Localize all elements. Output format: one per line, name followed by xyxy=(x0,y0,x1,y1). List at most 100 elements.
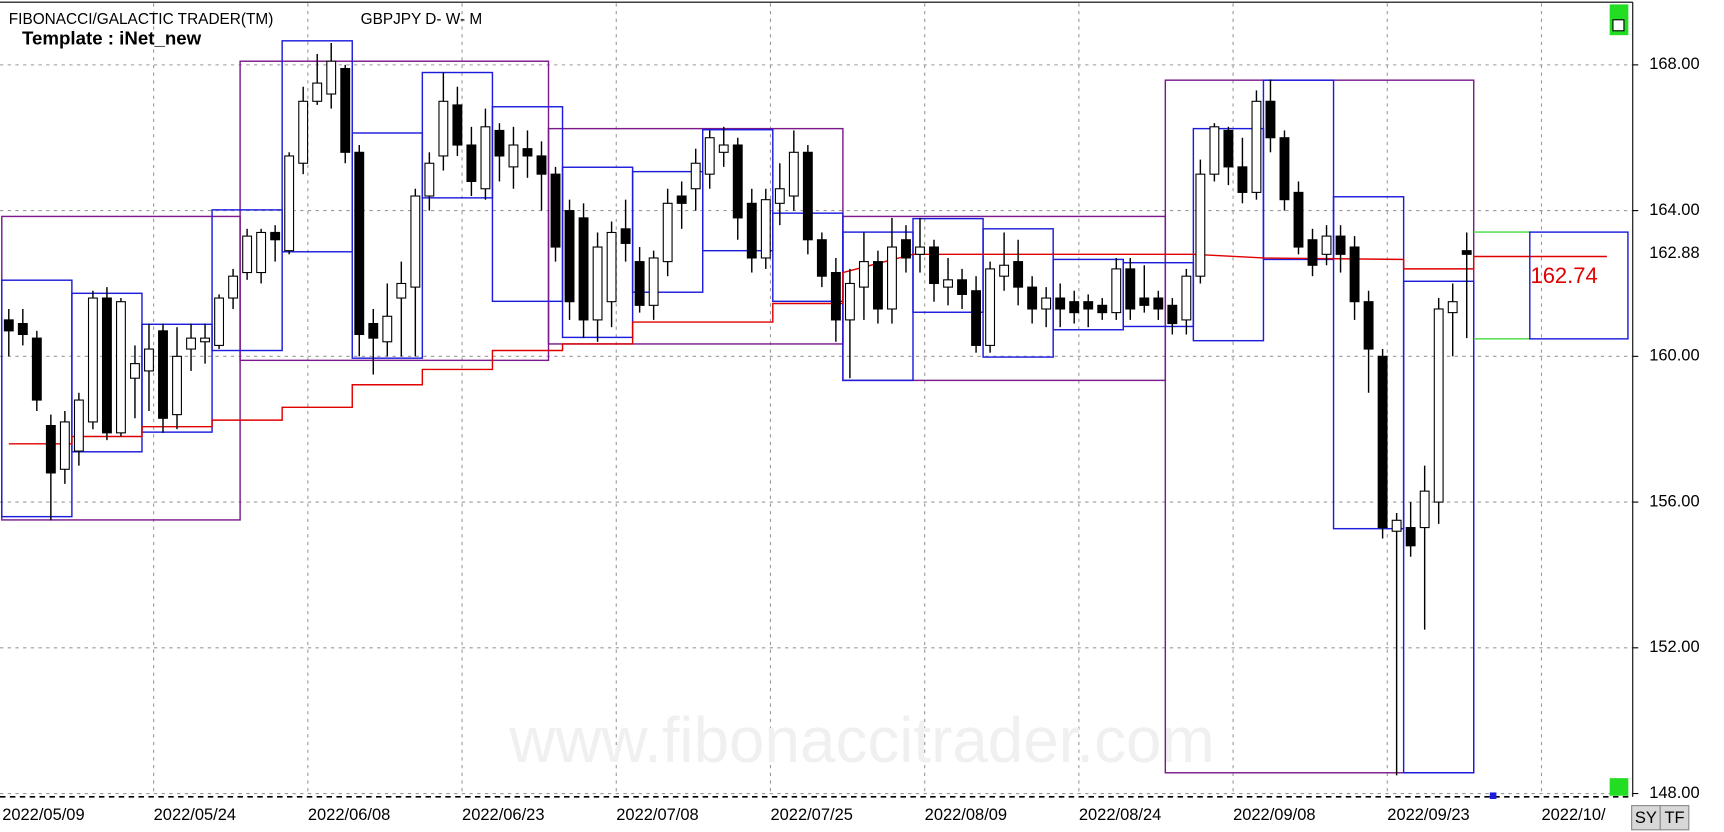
y-tick-label: 152.00 xyxy=(1649,638,1699,656)
corner-icon xyxy=(1612,19,1625,32)
y-tick-label: 164.00 xyxy=(1649,201,1699,219)
marks: 162.74 xyxy=(1,40,1629,776)
candle-body xyxy=(732,144,743,219)
tf-button[interactable] xyxy=(1659,805,1690,831)
candle-body xyxy=(1237,166,1248,193)
candle-body xyxy=(1433,308,1444,503)
candle-body xyxy=(466,144,477,183)
last-price-label: 162.88 xyxy=(1649,244,1699,262)
x-tick-label: 2022/07/08 xyxy=(616,806,698,824)
weekly-range xyxy=(701,129,774,252)
x-tick-label: 2022/06/08 xyxy=(308,806,390,824)
x-tick-label: 2022/05/24 xyxy=(154,806,236,824)
candle-body xyxy=(172,355,182,416)
candle-body xyxy=(438,100,449,157)
candle-body xyxy=(802,151,813,241)
candle-body xyxy=(1405,527,1416,547)
sy-button[interactable] xyxy=(1631,805,1661,831)
tf-button-label[interactable]: TF xyxy=(1664,809,1684,827)
candle-body xyxy=(31,337,42,401)
candle-body xyxy=(1461,250,1472,255)
x-tick-label: 2022/09/23 xyxy=(1387,806,1469,824)
candle-body xyxy=(1153,297,1164,310)
candle-body xyxy=(1125,268,1136,310)
candle-body xyxy=(844,282,855,321)
candle-body xyxy=(115,301,126,434)
candle-body xyxy=(985,268,996,346)
candle-body xyxy=(298,100,309,164)
candle-body xyxy=(1391,519,1402,532)
candle-body xyxy=(312,82,323,102)
candle-body xyxy=(396,282,407,299)
candle-body xyxy=(326,60,337,95)
y-tick-label: 156.00 xyxy=(1649,492,1699,510)
candle-body xyxy=(1223,129,1234,168)
candle-body xyxy=(228,275,239,299)
candle-body xyxy=(872,261,883,310)
candle-body xyxy=(943,279,953,288)
candle-body xyxy=(1335,235,1346,255)
candle-body xyxy=(718,144,729,153)
candle-body xyxy=(774,188,785,204)
candle-body xyxy=(130,363,140,379)
candle-body xyxy=(915,246,925,255)
candle-body xyxy=(830,271,841,321)
candle-body xyxy=(186,337,196,350)
candle-body xyxy=(1419,490,1430,529)
candle-body xyxy=(59,421,70,470)
candle-body xyxy=(452,104,463,146)
candle-body xyxy=(1321,235,1332,255)
y-tick-label: 168.00 xyxy=(1649,55,1699,73)
candle-body xyxy=(368,323,379,339)
candle-body xyxy=(662,202,673,263)
candle-body xyxy=(858,261,869,288)
x-tick-label: 2022/10/ xyxy=(1541,806,1606,824)
candle-body xyxy=(1377,355,1388,529)
candle-body xyxy=(284,155,295,252)
candle-body xyxy=(690,162,701,190)
time-marker xyxy=(1489,792,1497,800)
candle-body xyxy=(999,264,1010,277)
candle-body xyxy=(606,231,617,303)
candle-body xyxy=(1195,173,1206,277)
grid xyxy=(0,3,1633,796)
candle-body xyxy=(270,231,281,241)
watermark: www.fibonaccitrader.com xyxy=(508,704,1214,776)
candle-body xyxy=(101,297,112,434)
sy-button-label[interactable]: SY xyxy=(1635,809,1657,827)
template-label: Template : iNet_new xyxy=(22,28,202,49)
candle-body xyxy=(144,348,154,372)
y-tick-label: 160.00 xyxy=(1649,347,1699,365)
candle-body xyxy=(1279,137,1290,201)
candle-body xyxy=(676,195,687,204)
corner-marker xyxy=(1609,778,1629,796)
candle-body xyxy=(971,290,982,346)
candle-body xyxy=(1111,268,1122,314)
candle-body xyxy=(957,279,968,295)
candle-body xyxy=(788,151,799,197)
x-tick-label: 2022/07/25 xyxy=(770,806,852,824)
candle-body xyxy=(1265,100,1276,139)
weekly-range xyxy=(211,209,283,352)
projection-box xyxy=(1529,231,1629,340)
candle-body xyxy=(564,210,575,303)
candle-body xyxy=(1181,275,1192,321)
candle-body xyxy=(1167,304,1178,325)
candle-body xyxy=(1097,304,1108,314)
candle-body xyxy=(382,315,393,343)
candle-body xyxy=(45,425,56,474)
candle-body xyxy=(901,239,911,259)
candle-body xyxy=(578,217,589,321)
candle-body xyxy=(1363,301,1374,350)
candle-body xyxy=(1069,301,1080,314)
candle-body xyxy=(1055,297,1066,310)
candle-body xyxy=(816,239,827,277)
x-tick-label: 2022/08/24 xyxy=(1079,806,1161,824)
trend-line xyxy=(8,253,1607,445)
candle-body xyxy=(1251,100,1262,193)
candle-body xyxy=(508,144,519,168)
candle-body xyxy=(929,246,939,285)
candle-body xyxy=(887,246,897,310)
weekly-range xyxy=(351,132,424,359)
